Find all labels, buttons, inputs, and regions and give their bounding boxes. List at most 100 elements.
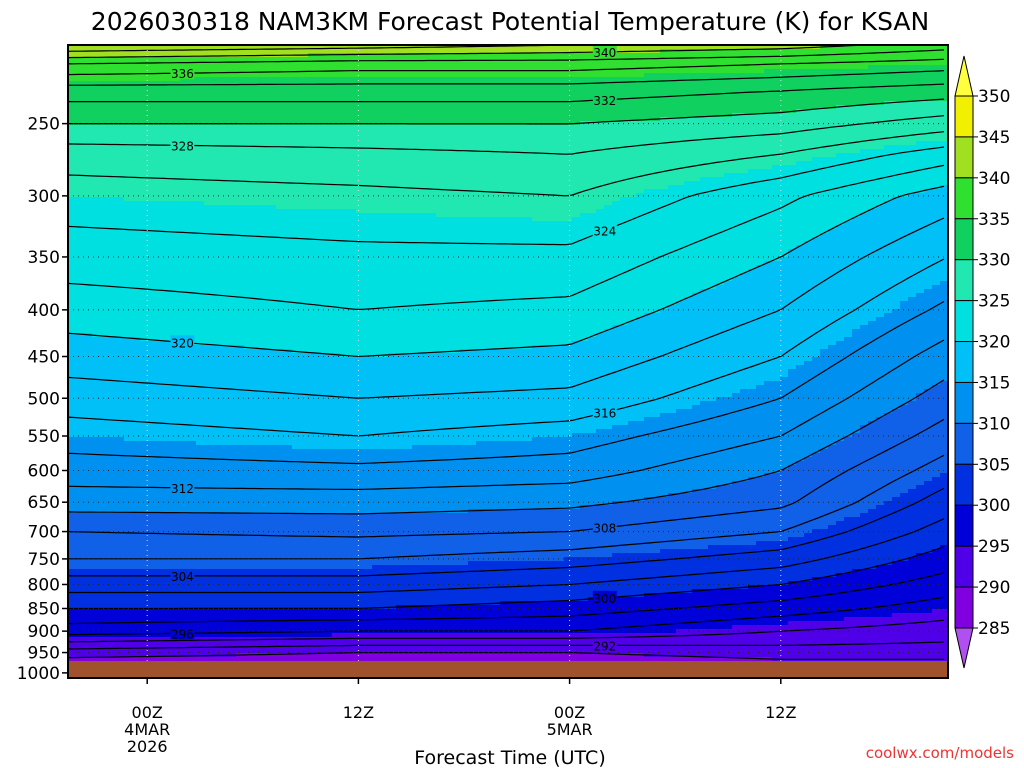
theta-cell <box>116 153 125 158</box>
theta-cell <box>156 457 165 462</box>
theta-cell <box>260 177 269 182</box>
theta-cell <box>300 377 309 382</box>
theta-cell <box>108 481 117 486</box>
theta-cell <box>292 141 301 146</box>
theta-cell <box>268 545 277 550</box>
theta-cell <box>324 181 333 186</box>
theta-cell <box>220 405 229 410</box>
theta-cell <box>100 317 109 322</box>
theta-cell <box>204 489 213 494</box>
theta-cell <box>260 269 269 274</box>
theta-cell <box>156 81 165 86</box>
theta-cell <box>100 301 109 306</box>
theta-cell <box>76 125 85 130</box>
theta-cell <box>268 293 277 298</box>
theta-cell <box>204 613 213 618</box>
theta-cell <box>116 177 125 182</box>
theta-cell <box>76 357 85 362</box>
theta-cell <box>236 497 245 502</box>
theta-cell <box>316 309 325 314</box>
theta-cell <box>124 261 133 266</box>
theta-cell <box>76 517 85 522</box>
theta-cell <box>140 77 149 82</box>
theta-cell <box>220 441 229 446</box>
theta-cell <box>252 425 261 430</box>
theta-cell <box>204 333 213 338</box>
theta-cell <box>116 289 125 294</box>
theta-cell <box>196 401 205 406</box>
theta-cell <box>164 173 173 178</box>
theta-cell <box>260 577 269 582</box>
theta-cell <box>204 357 213 362</box>
theta-cell <box>300 281 309 286</box>
theta-cell <box>180 329 189 334</box>
theta-cell <box>212 97 221 102</box>
theta-cell <box>228 537 237 542</box>
theta-cell <box>260 465 269 470</box>
theta-cell <box>220 165 229 170</box>
theta-cell <box>156 381 165 386</box>
theta-cell <box>252 209 261 214</box>
theta-cell <box>252 149 261 154</box>
theta-cell <box>92 337 101 342</box>
theta-cell <box>284 233 293 238</box>
theta-cell <box>84 273 93 278</box>
theta-cell <box>76 193 85 198</box>
theta-cell <box>172 621 181 626</box>
theta-cell <box>92 445 101 450</box>
theta-cell <box>228 597 237 602</box>
theta-cell <box>76 649 85 654</box>
theta-cell <box>148 253 157 258</box>
theta-cell <box>196 637 205 642</box>
theta-cell <box>252 117 261 122</box>
theta-cell <box>308 245 317 250</box>
theta-cell <box>180 285 189 290</box>
theta-cell <box>164 205 173 210</box>
theta-cell <box>156 285 165 290</box>
theta-cell <box>284 553 293 558</box>
theta-cell <box>132 73 141 78</box>
theta-cell <box>316 417 325 422</box>
theta-cell <box>164 429 173 434</box>
theta-cell <box>220 629 229 634</box>
theta-cell <box>172 493 181 498</box>
theta-cell <box>124 169 133 174</box>
theta-cell <box>300 413 309 418</box>
theta-cell <box>292 373 301 378</box>
theta-cell <box>132 65 141 70</box>
theta-cell <box>188 545 197 550</box>
theta-cell <box>132 89 141 94</box>
theta-cell <box>204 237 213 242</box>
theta-cell <box>68 137 77 142</box>
theta-cell <box>116 461 125 466</box>
theta-cell <box>76 241 85 246</box>
theta-cell <box>308 489 317 494</box>
theta-cell <box>124 513 133 518</box>
theta-cell <box>244 93 253 98</box>
theta-cell <box>76 329 85 334</box>
theta-cell <box>252 189 261 194</box>
theta-cell <box>124 465 133 470</box>
theta-cell <box>156 213 165 218</box>
theta-cell <box>268 309 277 314</box>
theta-cell <box>196 65 205 70</box>
theta-cell <box>308 577 317 582</box>
theta-cell <box>76 569 85 574</box>
theta-cell <box>164 141 173 146</box>
theta-cell <box>260 613 269 618</box>
theta-cell <box>284 601 293 606</box>
theta-cell <box>196 617 205 622</box>
theta-cell <box>100 353 109 358</box>
theta-cell <box>92 65 101 70</box>
theta-cell <box>68 469 77 474</box>
theta-cell <box>188 529 197 534</box>
theta-cell <box>196 325 205 330</box>
theta-cell <box>244 641 253 646</box>
theta-cell <box>180 297 189 302</box>
theta-cell <box>108 117 117 122</box>
theta-cell <box>268 241 277 246</box>
theta-cell <box>116 413 125 418</box>
theta-cell <box>132 133 141 138</box>
theta-cell <box>284 153 293 158</box>
theta-cell <box>132 401 141 406</box>
